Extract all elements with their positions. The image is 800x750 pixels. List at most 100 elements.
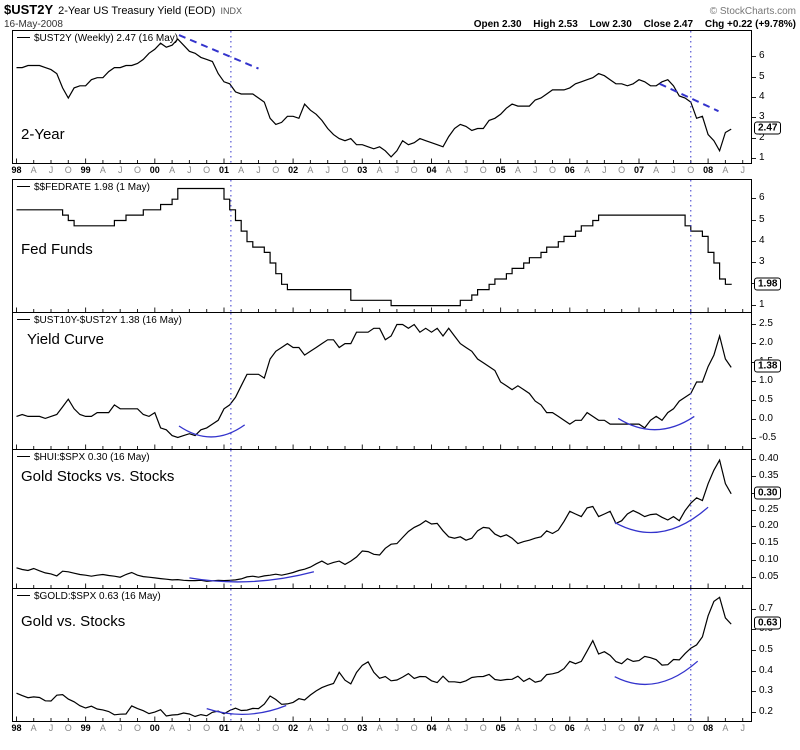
x-tick-label: 02 xyxy=(288,723,299,733)
quote-low: Low 2.30 xyxy=(589,19,632,30)
x-tick-label: J xyxy=(117,165,123,175)
panel-gold-vs-stocks: $GOLD:$SPX 0.63 (16 May) Gold vs. Stocks… xyxy=(12,588,798,722)
x-tick-label: A xyxy=(514,165,521,175)
y-tick-mark xyxy=(752,304,756,306)
x-tick-label: 07 xyxy=(633,723,645,733)
y-tick-label: 3 xyxy=(759,255,765,267)
quote-strip: Open 2.30 High 2.53 Low 2.30 Close 2.47 … xyxy=(465,18,796,31)
gold-stocks-vs-stocks-plot: $HUI:$SPX 0.30 (16 May) Gold Stocks vs. … xyxy=(12,449,752,589)
y-tick-mark xyxy=(752,670,756,672)
x-tick-label: A xyxy=(307,165,314,175)
annotation-trendline xyxy=(178,34,259,70)
last-value-box: 2.47 xyxy=(754,121,782,135)
y-tick-mark xyxy=(752,438,756,440)
yield-curve-line xyxy=(16,323,732,439)
x-tick-label: J xyxy=(394,165,400,175)
y-tick-mark xyxy=(752,240,756,242)
x-tick-label: 06 xyxy=(564,723,575,733)
y-tick-mark xyxy=(752,76,756,78)
annotation-arc xyxy=(178,424,246,438)
legend-line-icon xyxy=(17,186,30,187)
y-tick-label: 0.40 xyxy=(759,453,779,465)
x-tick-label: 03 xyxy=(357,723,368,733)
x-tick-label: J xyxy=(325,723,330,733)
fedfunds-line xyxy=(16,187,732,307)
x-tick-label: O xyxy=(479,723,487,733)
x-tick-label: A xyxy=(722,165,729,175)
quote-chg: Chg +0.22 (+9.78%) xyxy=(704,19,796,30)
x-tick-label: J xyxy=(117,723,123,733)
annotation-arc xyxy=(189,571,315,583)
gold-spx-ratio-chart xyxy=(16,589,744,721)
x-tick-label: O xyxy=(341,165,349,175)
x-tick-label: A xyxy=(307,723,314,733)
quote-close: Close 2.47 xyxy=(643,19,694,30)
y-tick-label: 4 xyxy=(759,90,765,102)
y-tick-label: 0.2 xyxy=(759,705,773,717)
legend: $UST10Y-$UST2Y 1.38 (16 May) xyxy=(17,315,182,326)
x-tick-label: J xyxy=(602,165,607,175)
y-tick-mark xyxy=(752,629,756,631)
legend: $$FEDRATE 1.98 (1 May) xyxy=(17,182,150,193)
x-tick-label: A xyxy=(445,723,452,733)
x-tick-label: A xyxy=(584,165,591,175)
y-tick-label: 0.05 xyxy=(759,570,779,582)
x-axis-spacer xyxy=(752,722,798,737)
quote-open: Open 2.30 xyxy=(473,19,522,30)
y-tick-label: 0.4 xyxy=(759,664,773,676)
y-tick-mark xyxy=(752,157,756,159)
legend-text: $UST2Y (Weekly) 2.47 (16 May) xyxy=(34,33,179,44)
y-tick-label: 0.25 xyxy=(759,503,779,515)
x-axis-row-bottom: 98 A J O 99 A J O 00 A J O 01 A J O 02 A J O 03 A J O 04 A J O 05 A J O… xyxy=(11,722,798,737)
y-tick-mark xyxy=(752,560,756,562)
y-tick-mark xyxy=(752,342,756,344)
legend-text: $GOLD:$SPX 0.63 (16 May) xyxy=(34,591,161,602)
y-tick-label: 0.35 xyxy=(759,469,779,481)
y-axis: 6 5 4 3 2 1 2.47 xyxy=(752,30,798,164)
legend: $HUI:$SPX 0.30 (16 May) xyxy=(17,452,150,463)
x-tick-label: J xyxy=(671,723,676,733)
y-tick-label: 0.15 xyxy=(759,537,779,549)
quote-high: High 2.53 xyxy=(533,19,578,30)
ust2y-line xyxy=(16,38,732,158)
x-tick-label: O xyxy=(618,723,626,733)
yield-curve-chart xyxy=(16,313,744,449)
y-tick-label: 2 xyxy=(759,131,765,143)
x-tick-label: J xyxy=(463,723,469,733)
x-axis-labels: 98 A J O 99 A J O 00 A J O 01 A J O 02 A J O 03 A J O 04 A J O 05 A J O… xyxy=(11,164,752,179)
x-tick-label: 98 xyxy=(11,723,22,733)
y-tick-mark xyxy=(752,97,756,98)
x-tick-label: A xyxy=(376,165,383,175)
last-value-box: 0.30 xyxy=(754,486,782,500)
legend-text: $HUI:$SPX 0.30 (16 May) xyxy=(34,452,150,463)
x-tick-label: J xyxy=(48,723,54,733)
y-tick-mark xyxy=(752,56,756,58)
last-value-box: 1.98 xyxy=(754,277,782,291)
x-tick-label: J xyxy=(740,723,745,733)
x-tick-label: 05 xyxy=(495,165,506,175)
yield-curve-plot: $UST10Y-$UST2Y 1.38 (16 May) Yield Curve xyxy=(12,312,752,450)
x-tick-label: 99 xyxy=(80,723,91,733)
panel-yield-curve: $UST10Y-$UST2Y 1.38 (16 May) Yield Curve… xyxy=(12,312,798,450)
x-tick-label: 99 xyxy=(80,165,91,175)
x-tick-label: A xyxy=(653,723,660,733)
y-tick-mark xyxy=(752,475,756,477)
x-tick-label: O xyxy=(203,723,211,733)
x-tick-label: O xyxy=(479,165,487,175)
chart-body: $UST2Y (Weekly) 2.47 (16 May) 2-Year 6 5 4… xyxy=(11,30,798,737)
x-tick-label: J xyxy=(325,165,330,175)
panel-fed-funds: $$FEDRATE 1.98 (1 May) Fed Funds 6543211… xyxy=(12,179,798,313)
ust2y-chart xyxy=(16,31,744,163)
legend-line-icon xyxy=(17,37,30,38)
x-tick-label: A xyxy=(169,723,176,733)
x-tick-label: O xyxy=(133,165,142,175)
panel-title: Gold Stocks vs. Stocks xyxy=(21,467,175,485)
y-tick-label: 4 xyxy=(759,234,765,246)
panel-title: Gold vs. Stocks xyxy=(21,612,126,630)
x-tick-label: J xyxy=(602,723,607,733)
hui-spx-ratio-line xyxy=(16,458,732,582)
chart-date: 16-May-2008 xyxy=(4,19,63,30)
y-tick-label: 1.0 xyxy=(759,374,773,386)
x-tick-label: J xyxy=(256,165,261,175)
y-tick-label: 0.0 xyxy=(759,413,773,425)
